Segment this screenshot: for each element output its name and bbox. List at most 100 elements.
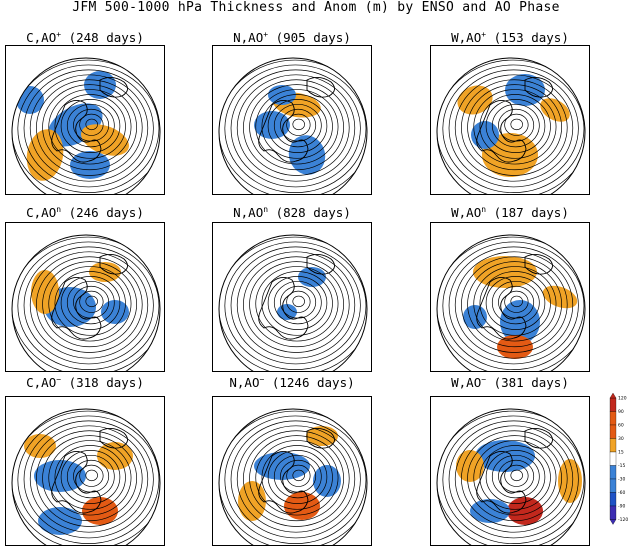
ao-prefix: ,AO <box>236 375 260 391</box>
ao-prefix: ,AO <box>33 205 57 221</box>
enso-phase: W <box>451 205 459 221</box>
polar-map-panel <box>430 396 590 546</box>
day-count: (1246 days) <box>264 375 355 391</box>
thickness-contour <box>17 241 160 370</box>
anomaly-shading <box>34 460 86 492</box>
thickness-contour <box>273 103 322 148</box>
figure-title: JFM 500-1000 hPa Thickness and Anom (m) … <box>72 0 560 15</box>
thickness-contour <box>292 469 305 482</box>
colorbar-segment <box>609 465 617 480</box>
colorbar-top-arrow <box>609 392 617 399</box>
thickness-contour <box>249 261 344 348</box>
anomaly-shading <box>31 270 59 314</box>
colorbar-segment <box>609 505 617 520</box>
ao-phase: − <box>481 375 487 384</box>
anomaly-shading <box>475 440 535 472</box>
thickness-contour <box>510 118 523 131</box>
ao-phase: + <box>263 30 269 39</box>
thickness-contour <box>219 59 367 195</box>
anomaly-shading <box>507 497 543 525</box>
polar-map-panel <box>5 222 165 372</box>
colorbar-tick-label: -30 <box>618 477 625 483</box>
thickness-contour <box>60 276 121 330</box>
colorbar-tick-label: -60 <box>618 490 625 496</box>
thickness-contour <box>23 69 154 188</box>
thickness-contour <box>461 256 568 353</box>
thickness-contour <box>261 445 333 510</box>
thickness-contour <box>273 280 322 325</box>
enso-phase: N <box>229 375 237 391</box>
anomaly-shading <box>82 497 118 525</box>
thickness-contour <box>255 440 339 516</box>
thickness-contour <box>286 290 311 313</box>
anomaly-shading <box>81 124 129 156</box>
enso-phase: W <box>451 30 459 46</box>
coastline <box>51 428 128 514</box>
thickness-contour <box>79 290 104 313</box>
thickness-contour <box>292 295 305 308</box>
map-boundary <box>11 234 161 372</box>
colorbar-segment <box>609 438 617 453</box>
thickness-contour <box>273 454 322 499</box>
day-count: (248 days) <box>61 30 144 46</box>
anomaly-shading <box>456 450 484 482</box>
thickness-contour <box>243 256 350 353</box>
thickness-contour <box>467 261 562 348</box>
map-boundary <box>436 57 586 195</box>
day-count: (153 days) <box>486 30 569 46</box>
colorbar-segment <box>609 424 617 439</box>
anomaly-shading <box>558 459 582 503</box>
thickness-contour <box>437 59 585 195</box>
thickness-contour <box>286 464 311 487</box>
enso-phase: N <box>233 205 241 221</box>
polar-map-panel <box>5 396 165 546</box>
thickness-contour <box>48 440 132 516</box>
thickness-contour <box>236 425 356 533</box>
ao-phase: − <box>56 375 62 384</box>
thickness-contour <box>267 450 328 504</box>
coastline <box>258 254 335 340</box>
thickness-contour <box>479 94 551 159</box>
thickness-contour <box>36 256 143 353</box>
anomaly-shading <box>470 499 510 523</box>
thickness-contour <box>510 295 523 308</box>
thickness-contour <box>267 276 328 330</box>
thickness-contour <box>23 246 154 365</box>
anomaly-shading <box>254 452 310 480</box>
ao-prefix: ,AO <box>33 30 57 46</box>
thickness-contour <box>473 440 557 516</box>
day-count: (905 days) <box>268 30 351 46</box>
anomaly-shading <box>288 135 326 175</box>
thickness-contour <box>454 74 574 182</box>
thickness-contour <box>17 64 160 193</box>
thickness-contour <box>29 251 149 359</box>
map-boundary <box>11 57 161 195</box>
polar-map-panel <box>430 222 590 372</box>
thickness-contour <box>48 89 132 165</box>
anomaly-shading <box>542 285 578 309</box>
thickness-contour <box>261 94 333 159</box>
day-count: (187 days) <box>486 205 569 221</box>
thickness-contour <box>54 271 126 336</box>
colorbar-tick-label: 15 <box>618 450 624 456</box>
panel-title: N,AOn (828 days) <box>192 205 392 220</box>
polar-map-panel <box>212 396 372 546</box>
ao-phase: − <box>259 375 265 384</box>
thickness-contour <box>437 236 585 372</box>
thickness-contour <box>219 236 367 372</box>
colorbar-segment <box>609 411 617 426</box>
polar-map-panel <box>5 45 165 195</box>
anomaly-shading <box>482 133 538 177</box>
thickness-contour <box>42 261 137 348</box>
thickness-contour <box>85 118 98 131</box>
thickness-contour <box>54 445 126 510</box>
colorbar-tick-label: 90 <box>618 409 624 415</box>
panel-title: W,AO− (381 days) <box>410 375 610 390</box>
enso-phase: N <box>233 30 241 46</box>
colorbar-tick-label: 120 <box>618 396 627 402</box>
thickness-contour <box>479 445 551 510</box>
ao-prefix: ,AO <box>458 375 482 391</box>
coastline <box>51 254 128 340</box>
panel-title: C,AO− (318 days) <box>0 375 185 390</box>
day-count: (828 days) <box>268 205 351 221</box>
